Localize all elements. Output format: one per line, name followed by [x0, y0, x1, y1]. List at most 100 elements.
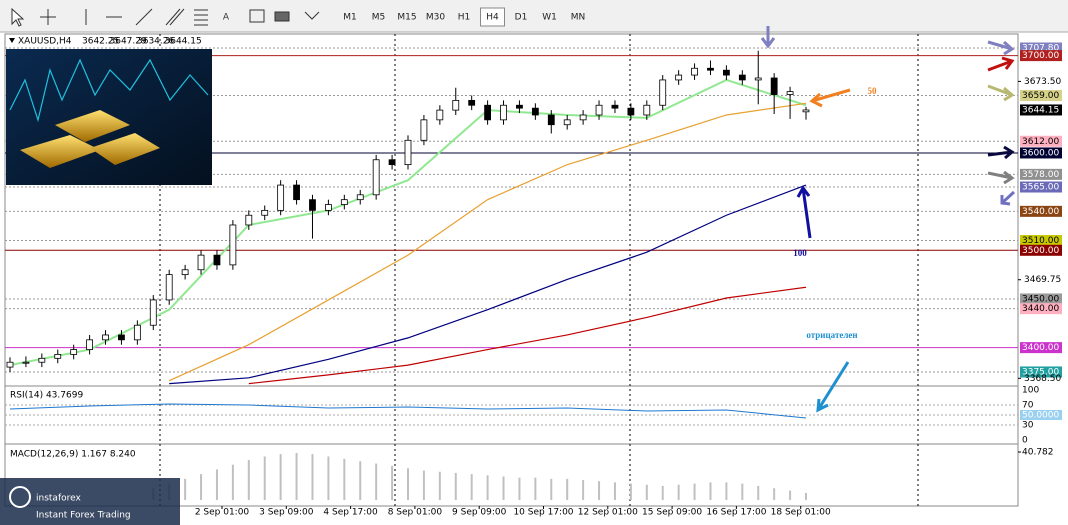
candle-body: [420, 119, 428, 141]
price-level-box: [1020, 42, 1062, 54]
timeframe[interactable]: H4: [486, 13, 499, 23]
candle-body: [627, 107, 635, 116]
watermark-brand: instaforex: [36, 494, 81, 504]
arrow: [987, 56, 1015, 72]
candle-body: [738, 74, 746, 81]
rsi-level-box: [1020, 410, 1062, 420]
candle-body: [643, 104, 651, 116]
candle-body: [388, 159, 396, 166]
arrow: [760, 26, 776, 49]
watermark: instaforex Instant Forex Trading: [0, 478, 180, 525]
candle-body: [340, 199, 348, 205]
candle-body: [707, 67, 714, 71]
x-tick-label: 2 Sep 01:00: [195, 508, 250, 518]
price-level-box: [1020, 135, 1062, 147]
candle-body: [723, 69, 730, 76]
fibo-tool[interactable]: [194, 9, 208, 26]
price-level-box: [1020, 90, 1062, 102]
candle-body: [770, 77, 778, 95]
x-tick-label: 8 Sep 01:00: [388, 508, 443, 518]
candle-body: [213, 254, 221, 266]
candle-body: [531, 107, 539, 116]
toolbar: [0, 0, 1068, 32]
arrow: [987, 40, 1015, 56]
macd-tick-label: 40.782: [1022, 448, 1054, 458]
channel-tool[interactable]: [165, 8, 185, 26]
candle-body: [802, 109, 810, 113]
candle-body: [309, 199, 316, 211]
rsi-label: RSI(14) 43.7699: [10, 391, 83, 401]
price-level-label: 3600.00: [1022, 148, 1059, 158]
ohlc-value: 3634.26: [137, 37, 174, 47]
arrow: [987, 170, 1015, 185]
candle-body: [197, 254, 205, 271]
candle-body: [22, 361, 30, 364]
crosshair-tool[interactable]: [40, 9, 56, 25]
current-price-box: [1020, 104, 1062, 116]
candle-body: [611, 104, 619, 109]
price-level-box: [1020, 366, 1062, 378]
candle-body: [786, 91, 794, 95]
arrow: [987, 84, 1015, 102]
timeframe[interactable]: M5: [372, 13, 386, 23]
ohlc-value: 3644.15: [165, 37, 202, 47]
candle-body: [579, 114, 587, 121]
arrow: [796, 185, 812, 239]
candle-body: [436, 109, 444, 121]
arrows-tool[interactable]: [304, 11, 320, 20]
gold-bar: [90, 133, 160, 165]
candle-body: [38, 357, 46, 363]
candle-body: [118, 334, 125, 341]
symbol: XAUUSD,H4: [18, 37, 72, 47]
timeframe[interactable]: M30: [426, 13, 445, 23]
rsi-tick-label: 100: [1022, 386, 1039, 396]
price-level-label: 3510.00: [1022, 236, 1059, 246]
candle-body: [691, 67, 698, 76]
price-level-box: [1020, 205, 1062, 217]
annotation-arrows: [760, 26, 851, 413]
timeframe[interactable]: H1: [458, 13, 471, 23]
price-level-label: 3375.00: [1022, 367, 1059, 377]
candle-body: [229, 224, 237, 266]
timeframe[interactable]: W1: [542, 13, 557, 23]
candle-body: [372, 159, 380, 196]
arrow: [987, 145, 1015, 160]
price-level-label: 3400.00: [1022, 343, 1059, 353]
right-arrows: [987, 40, 1016, 206]
cursor-tool[interactable]: [11, 7, 25, 27]
candle-body: [245, 214, 253, 226]
moving-average: [169, 184, 807, 385]
candle-body: [181, 269, 189, 276]
timeframe[interactable]: D1: [515, 13, 528, 23]
candle-body: [54, 354, 62, 359]
menu-triangle: [9, 38, 15, 43]
gold-bar: [55, 110, 130, 142]
trendline-tool[interactable]: [135, 8, 153, 26]
candle-body: [516, 104, 523, 109]
label-tool[interactable]: [249, 9, 265, 23]
price-level-label: 3500.00: [1022, 246, 1059, 256]
logo-lines: [9, 58, 209, 123]
price-level-label: 3659.00: [1022, 91, 1059, 101]
macd-label: MACD(12,26,9) 1.167 8.240: [10, 450, 136, 460]
price-level-label: 3565.00: [1022, 183, 1059, 193]
candle-body: [277, 184, 285, 211]
period-separators: [159, 34, 919, 506]
text-tool[interactable]: A: [223, 13, 230, 23]
timeframe[interactable]: M15: [397, 13, 416, 23]
candle-body: [6, 361, 14, 368]
rsi-tick-label: 50.0000: [1022, 411, 1059, 421]
rsi-tick-label: 30: [1022, 421, 1034, 431]
price-level-box: [1020, 235, 1062, 247]
candle-body: [547, 114, 555, 126]
x-tick-label: 16 Sep 17:00: [706, 508, 766, 518]
shape-tool[interactable]: [274, 11, 290, 22]
timeframe[interactable]: MN: [571, 13, 586, 23]
drawing-tools[interactable]: A: [11, 7, 320, 27]
timeframe[interactable]: M1: [343, 13, 357, 23]
candle-body: [102, 334, 109, 341]
current-price-label: 3644.15: [1022, 105, 1059, 115]
ohlc-value: 3642.25: [82, 37, 119, 47]
